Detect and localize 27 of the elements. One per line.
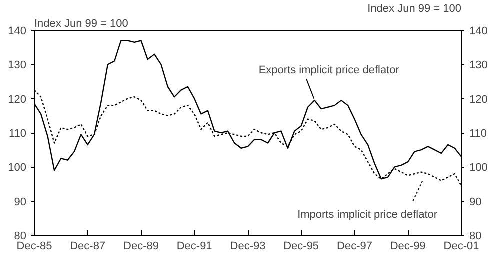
- y-tick-label: 140: [8, 26, 27, 38]
- x-tick-label: Dec-89: [124, 240, 159, 252]
- y-tick-label: 80: [14, 230, 27, 242]
- x-tick-label: Dec-97: [337, 240, 372, 252]
- y2-tick-label: 110: [470, 128, 488, 140]
- y-tick-label: 130: [8, 60, 27, 72]
- x-tick-label: Dec-95: [284, 240, 320, 252]
- legend-label: Imports implicit price deflator: [298, 209, 438, 221]
- y-tick-label: 120: [8, 94, 27, 106]
- y2-tick-label: 120: [470, 94, 488, 106]
- x-tick-label: Dec-87: [70, 240, 106, 252]
- y2-axis-title: Index Jun 99 = 100: [368, 3, 462, 15]
- y-tick-label: 110: [8, 128, 27, 140]
- y-tick-label: 90: [14, 196, 27, 208]
- x-tick-label: Dec-93: [230, 240, 266, 252]
- y2-tick-label: 80: [470, 230, 482, 242]
- y-axis-title: Index Jun 99 = 100: [34, 18, 128, 30]
- x-tick-label: Dec-01: [444, 240, 480, 252]
- x-tick-label: Dec-85: [16, 240, 52, 252]
- y2-tick-label: 100: [470, 162, 488, 174]
- x-tick-label: Dec-91: [176, 240, 212, 252]
- x-tick-label: Dec-99: [390, 240, 426, 252]
- text: Exports implicit price deflator: [258, 64, 400, 76]
- y2-tick-label: 130: [470, 60, 488, 72]
- y2-tick-label: 140: [470, 26, 488, 38]
- y2-tick-label: 90: [470, 196, 482, 208]
- y-tick-label: 100: [8, 162, 27, 174]
